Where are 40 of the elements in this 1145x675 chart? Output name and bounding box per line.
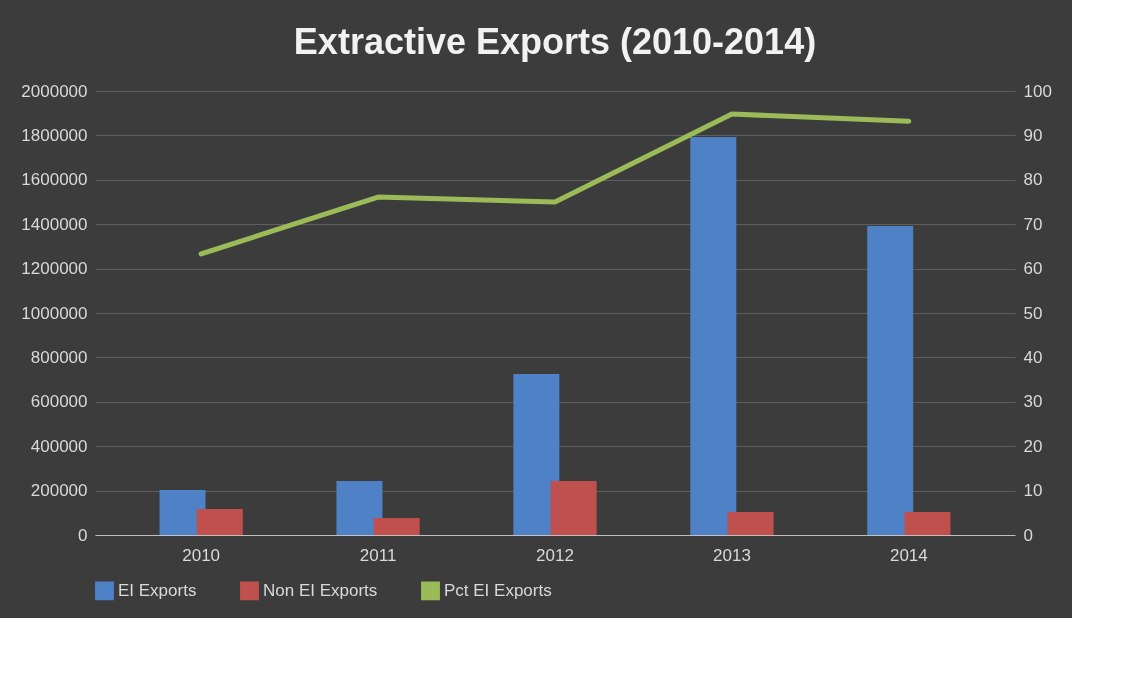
x-tick-label: 2013 <box>713 545 751 565</box>
y-tick-label: 1000000 <box>21 303 88 323</box>
y-tick-label: 400000 <box>30 436 88 456</box>
y2-tick-label: 20 <box>1023 436 1043 456</box>
y-tick-label: 0 <box>78 525 88 545</box>
legend-label: Non EI Exports <box>263 580 378 600</box>
legend-label: Pct EI Exports <box>444 580 552 600</box>
bar <box>336 481 383 535</box>
bar <box>513 374 560 535</box>
y-tick-label: 1600000 <box>21 170 88 190</box>
y-tick-label: 600000 <box>30 392 88 412</box>
bar <box>550 481 597 535</box>
x-tick-label: 2011 <box>359 545 397 565</box>
y-tick-label: 200000 <box>30 481 88 501</box>
y2-tick-label: 10 <box>1023 481 1043 501</box>
x-tick-label: 2010 <box>182 545 221 565</box>
y2-tick-label: 80 <box>1023 170 1043 190</box>
chart-title: Extractive Exports (2010-2014) <box>293 21 817 62</box>
y-tick-label: 1400000 <box>21 214 88 234</box>
y2-tick-label: 90 <box>1023 125 1043 145</box>
bar <box>867 225 914 535</box>
bar <box>196 509 243 535</box>
legend-label: EI Exports <box>118 580 197 600</box>
y-tick-label: 1200000 <box>21 259 88 279</box>
bar <box>690 136 737 535</box>
y-tick-label: 800000 <box>30 347 88 367</box>
bar <box>904 511 951 535</box>
y2-tick-label: 40 <box>1023 347 1043 367</box>
x-tick-label: 2012 <box>536 545 574 565</box>
y2-tick-label: 60 <box>1023 259 1043 279</box>
y2-tick-label: 50 <box>1023 303 1043 323</box>
y-tick-label: 1800000 <box>21 125 88 145</box>
y2-tick-label: 30 <box>1023 392 1043 412</box>
x-tick-label: 2014 <box>889 545 928 565</box>
y2-tick-label: 70 <box>1023 214 1043 234</box>
y2-tick-label: 100 <box>1023 81 1052 101</box>
bar <box>727 511 774 535</box>
y-tick-label: 2000000 <box>21 81 88 101</box>
y2-tick-label: 0 <box>1023 525 1033 545</box>
bar <box>373 517 420 535</box>
